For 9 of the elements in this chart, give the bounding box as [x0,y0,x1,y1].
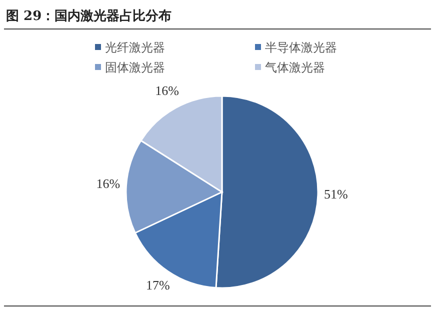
data-label: 16% [155,83,180,98]
legend-label: 气体激光器 [265,60,325,74]
chart-title: 图 29：国内激光器占比分布 [6,9,172,24]
data-label: 16% [96,176,120,191]
legend-label: 光纤激光器 [105,40,165,54]
legend-label: 半导体激光器 [265,40,337,54]
data-label: 17% [146,277,170,292]
data-label: 51% [324,186,348,202]
legend-label: 固体激光器 [105,60,165,74]
